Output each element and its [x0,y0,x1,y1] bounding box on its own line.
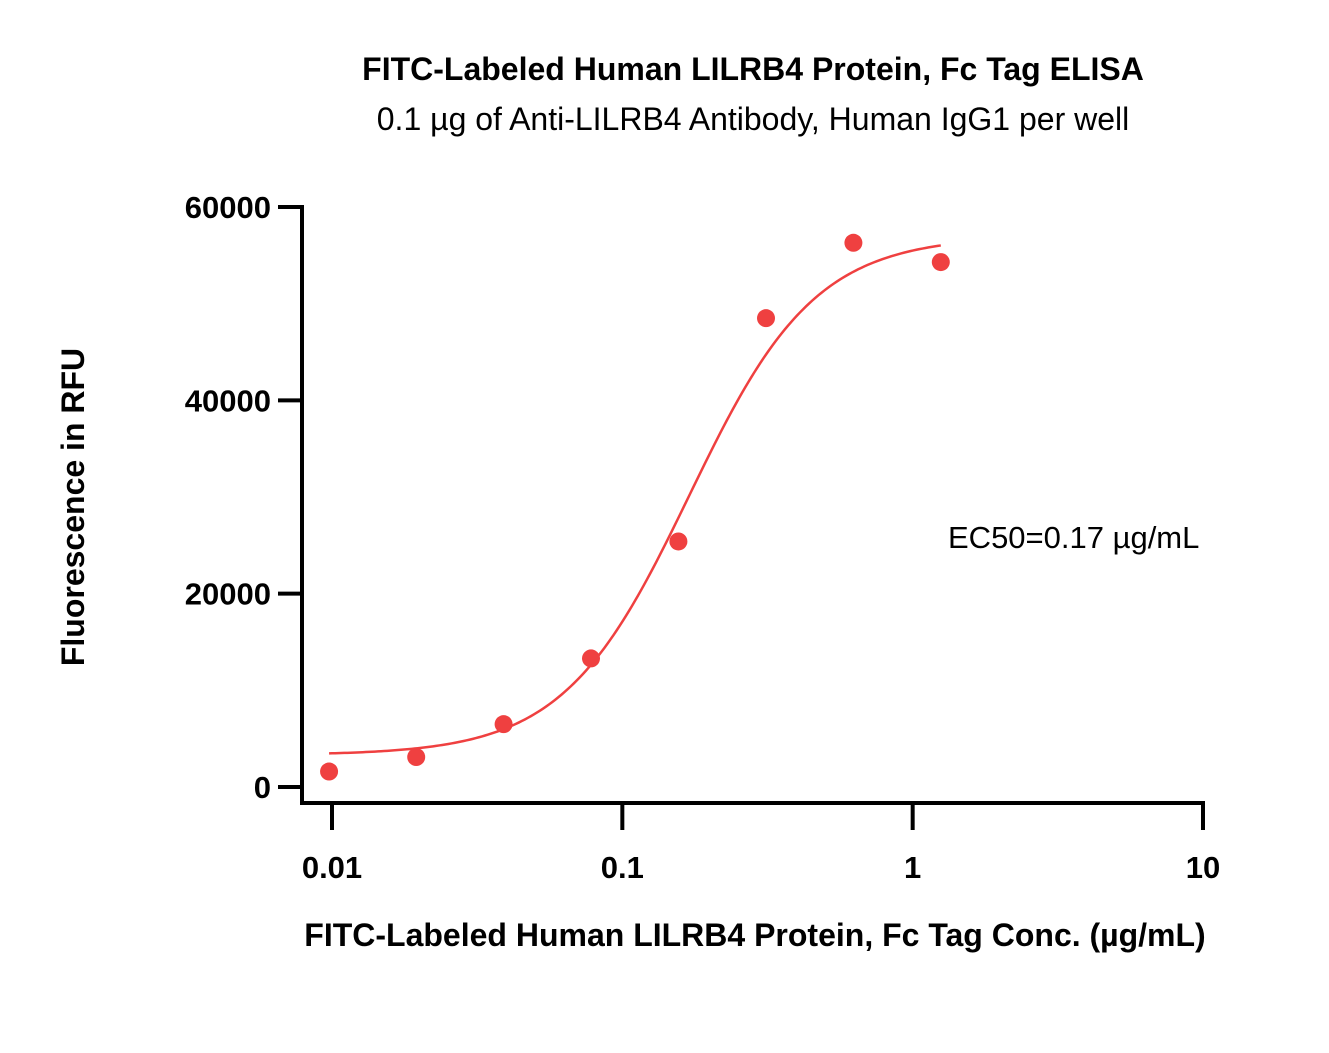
fit-curve [329,244,941,755]
data-point [669,532,688,551]
x-tick-label: 10 [1186,850,1220,885]
x-tick-label: 0.1 [601,850,644,885]
data-point [582,649,601,668]
y-tick-label: 0 [254,770,271,805]
data-point [757,309,776,328]
data-points-layer [320,233,950,781]
ec50-annotation: EC50=0.17 µg/mL [948,520,1199,555]
axes: 0 20000 40000 60000 0.01 0.1 1 10 [185,190,1220,885]
y-tick-label: 20000 [185,577,271,612]
chart-title: FITC-Labeled Human LILRB4 Protein, Fc Ta… [362,51,1144,87]
x-tick-label: 1 [904,850,921,885]
y-tick-label: 40000 [185,383,271,418]
y-tick-label: 60000 [185,190,271,225]
data-point [320,762,339,781]
chart-subtitle: 0.1 µg of Anti-LILRB4 Antibody, Human Ig… [377,101,1129,137]
x-tick-label: 0.01 [302,850,362,885]
data-point [931,253,950,272]
data-point [494,715,513,734]
x-axis-label: FITC-Labeled Human LILRB4 Protein, Fc Ta… [304,917,1205,953]
data-point [407,748,426,767]
fit-curve-layer [329,244,941,755]
y-axis-label: Fluorescence in RFU [55,348,91,666]
data-point [844,233,863,252]
